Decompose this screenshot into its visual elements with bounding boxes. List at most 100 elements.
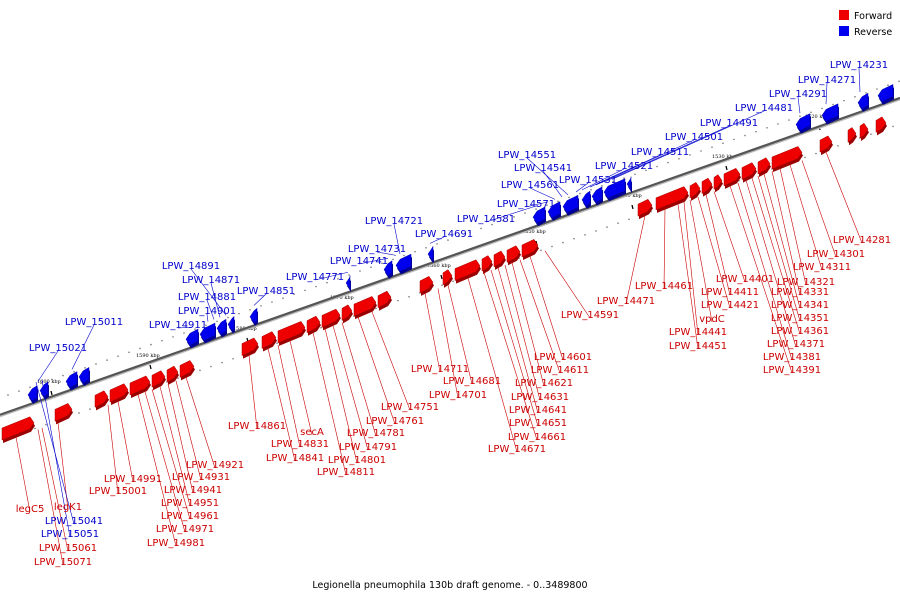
- forward-gene-arrow: [493, 250, 506, 268]
- gene-label: LPW_14881: [178, 292, 236, 303]
- reverse-gene-arrow: [877, 84, 894, 103]
- gene-label: LPW_14381: [763, 352, 821, 363]
- gene-label: LPW_14671: [488, 444, 546, 455]
- forward-gene-arrow: [277, 321, 306, 344]
- leader-line: [529, 256, 564, 361]
- gene-label: LPW_14471: [597, 296, 655, 307]
- leader-line: [511, 262, 545, 387]
- leader-line: [581, 168, 625, 191]
- reverse-gene-arrow: [27, 385, 38, 402]
- forward-gene-arrow: [179, 360, 195, 378]
- leader-line: [825, 82, 828, 105]
- scale-label: 1550 kbp: [522, 229, 546, 235]
- gene-label: LPW_14521: [595, 161, 653, 172]
- gene-label: LPW_14651: [509, 418, 567, 429]
- leader-line: [393, 223, 401, 255]
- legend-forward-swatch: [839, 10, 849, 20]
- gene-label: LPW_14911: [149, 320, 207, 331]
- forward-gene-arrow: [1, 416, 35, 441]
- leader-line: [41, 427, 69, 552]
- gene-label: LPW_14281: [833, 235, 891, 246]
- leader-line: [206, 299, 215, 320]
- gene-label: LPW_14731: [348, 244, 406, 255]
- reverse-gene-arrow: [78, 366, 90, 384]
- leader-line: [529, 187, 556, 200]
- reverse-gene-arrow: [581, 190, 591, 207]
- scale-label: 1520 kbp: [805, 114, 829, 120]
- leader-line: [447, 284, 473, 385]
- leader-line: [71, 324, 95, 370]
- reverse-gene-arrow: [603, 178, 626, 199]
- scale-label: 1570 kbp: [330, 295, 354, 301]
- leader-line: [729, 185, 793, 374]
- leader-line: [595, 139, 695, 186]
- leader-line: [117, 401, 134, 483]
- gene-label: LPW_14631: [511, 392, 569, 403]
- gene-label: LPW_14601: [534, 352, 592, 363]
- leader-line: [467, 277, 518, 453]
- leader-line: [526, 157, 569, 196]
- leader-line: [151, 389, 191, 520]
- gene-label: LPW_14981: [147, 538, 205, 549]
- leader-line: [429, 236, 445, 244]
- leader-line: [483, 272, 538, 441]
- leader-line: [376, 251, 397, 256]
- gene-label: LPW_14271: [798, 75, 856, 86]
- gene-label: LPW_14351: [771, 313, 829, 324]
- leader-line: [15, 437, 31, 513]
- leader-line: [544, 250, 591, 319]
- gene-label: LPW_14301: [807, 249, 865, 260]
- leader-line: [797, 96, 801, 114]
- forward-gene-arrow: [94, 390, 109, 408]
- leader-line: [789, 164, 823, 271]
- gene-label: LPW_14751: [381, 402, 439, 413]
- leader-line: [683, 201, 699, 336]
- leader-line: [144, 391, 186, 533]
- gene-label: LPW_14551: [498, 150, 556, 161]
- leader-line: [697, 196, 731, 309]
- gene-label: LPW_14771: [286, 272, 344, 283]
- forward-gene-arrow: [741, 162, 757, 180]
- forward-gene-arrow: [506, 245, 521, 263]
- leader-line: [175, 380, 202, 481]
- gene-label: LPW_14421: [701, 300, 759, 311]
- gene-label: LPW_14541: [514, 163, 572, 174]
- gene-arrows: [1, 84, 894, 444]
- gene-label: LPW_14801: [328, 455, 386, 466]
- gene-label: LPW_14531: [559, 175, 617, 186]
- forward-gene-arrow: [481, 255, 493, 272]
- leader-line: [159, 386, 191, 507]
- leader-line: [485, 205, 539, 223]
- leader-line: [801, 160, 837, 258]
- reverse-gene-arrow: [547, 201, 561, 219]
- reverse-gene-arrow: [383, 260, 393, 276]
- forward-gene-arrow: [442, 269, 453, 286]
- forward-gene-arrow: [129, 375, 151, 396]
- scale-label: 1590 kbp: [136, 353, 160, 359]
- forward-gene-arrow: [377, 290, 392, 309]
- scale-label: 1530 kbp: [712, 154, 736, 160]
- leader-line: [35, 382, 75, 525]
- leader-line: [357, 316, 396, 425]
- reverse-gene-arrow: [65, 371, 78, 388]
- leader-line: [41, 379, 71, 538]
- gene-label: LPW_14401: [716, 274, 774, 285]
- leader-line: [763, 173, 801, 309]
- gene-label: LPW_15011: [65, 317, 123, 328]
- reverse-gene-arrow: [395, 253, 412, 272]
- gene-labels: legC5LPW_15071LPW_15061legK1LPW_15001LPW…: [16, 60, 891, 568]
- leader-line: [206, 313, 209, 322]
- reverse-gene-arrow: [795, 113, 811, 131]
- gene-label: LPW_14761: [366, 416, 424, 427]
- gene-label: LPW_14501: [665, 132, 723, 143]
- leader-line: [277, 344, 301, 448]
- gene-label: LPW_15021: [29, 343, 87, 354]
- gene-label: LPW_14691: [415, 229, 473, 240]
- leader-line: [689, 199, 713, 323]
- leader-line: [575, 182, 589, 193]
- reverse-gene-arrow: [532, 206, 546, 224]
- gene-label: LPW_14361: [771, 326, 829, 337]
- scale-tick: [440, 274, 443, 280]
- legend-forward-label: Forward: [854, 11, 892, 22]
